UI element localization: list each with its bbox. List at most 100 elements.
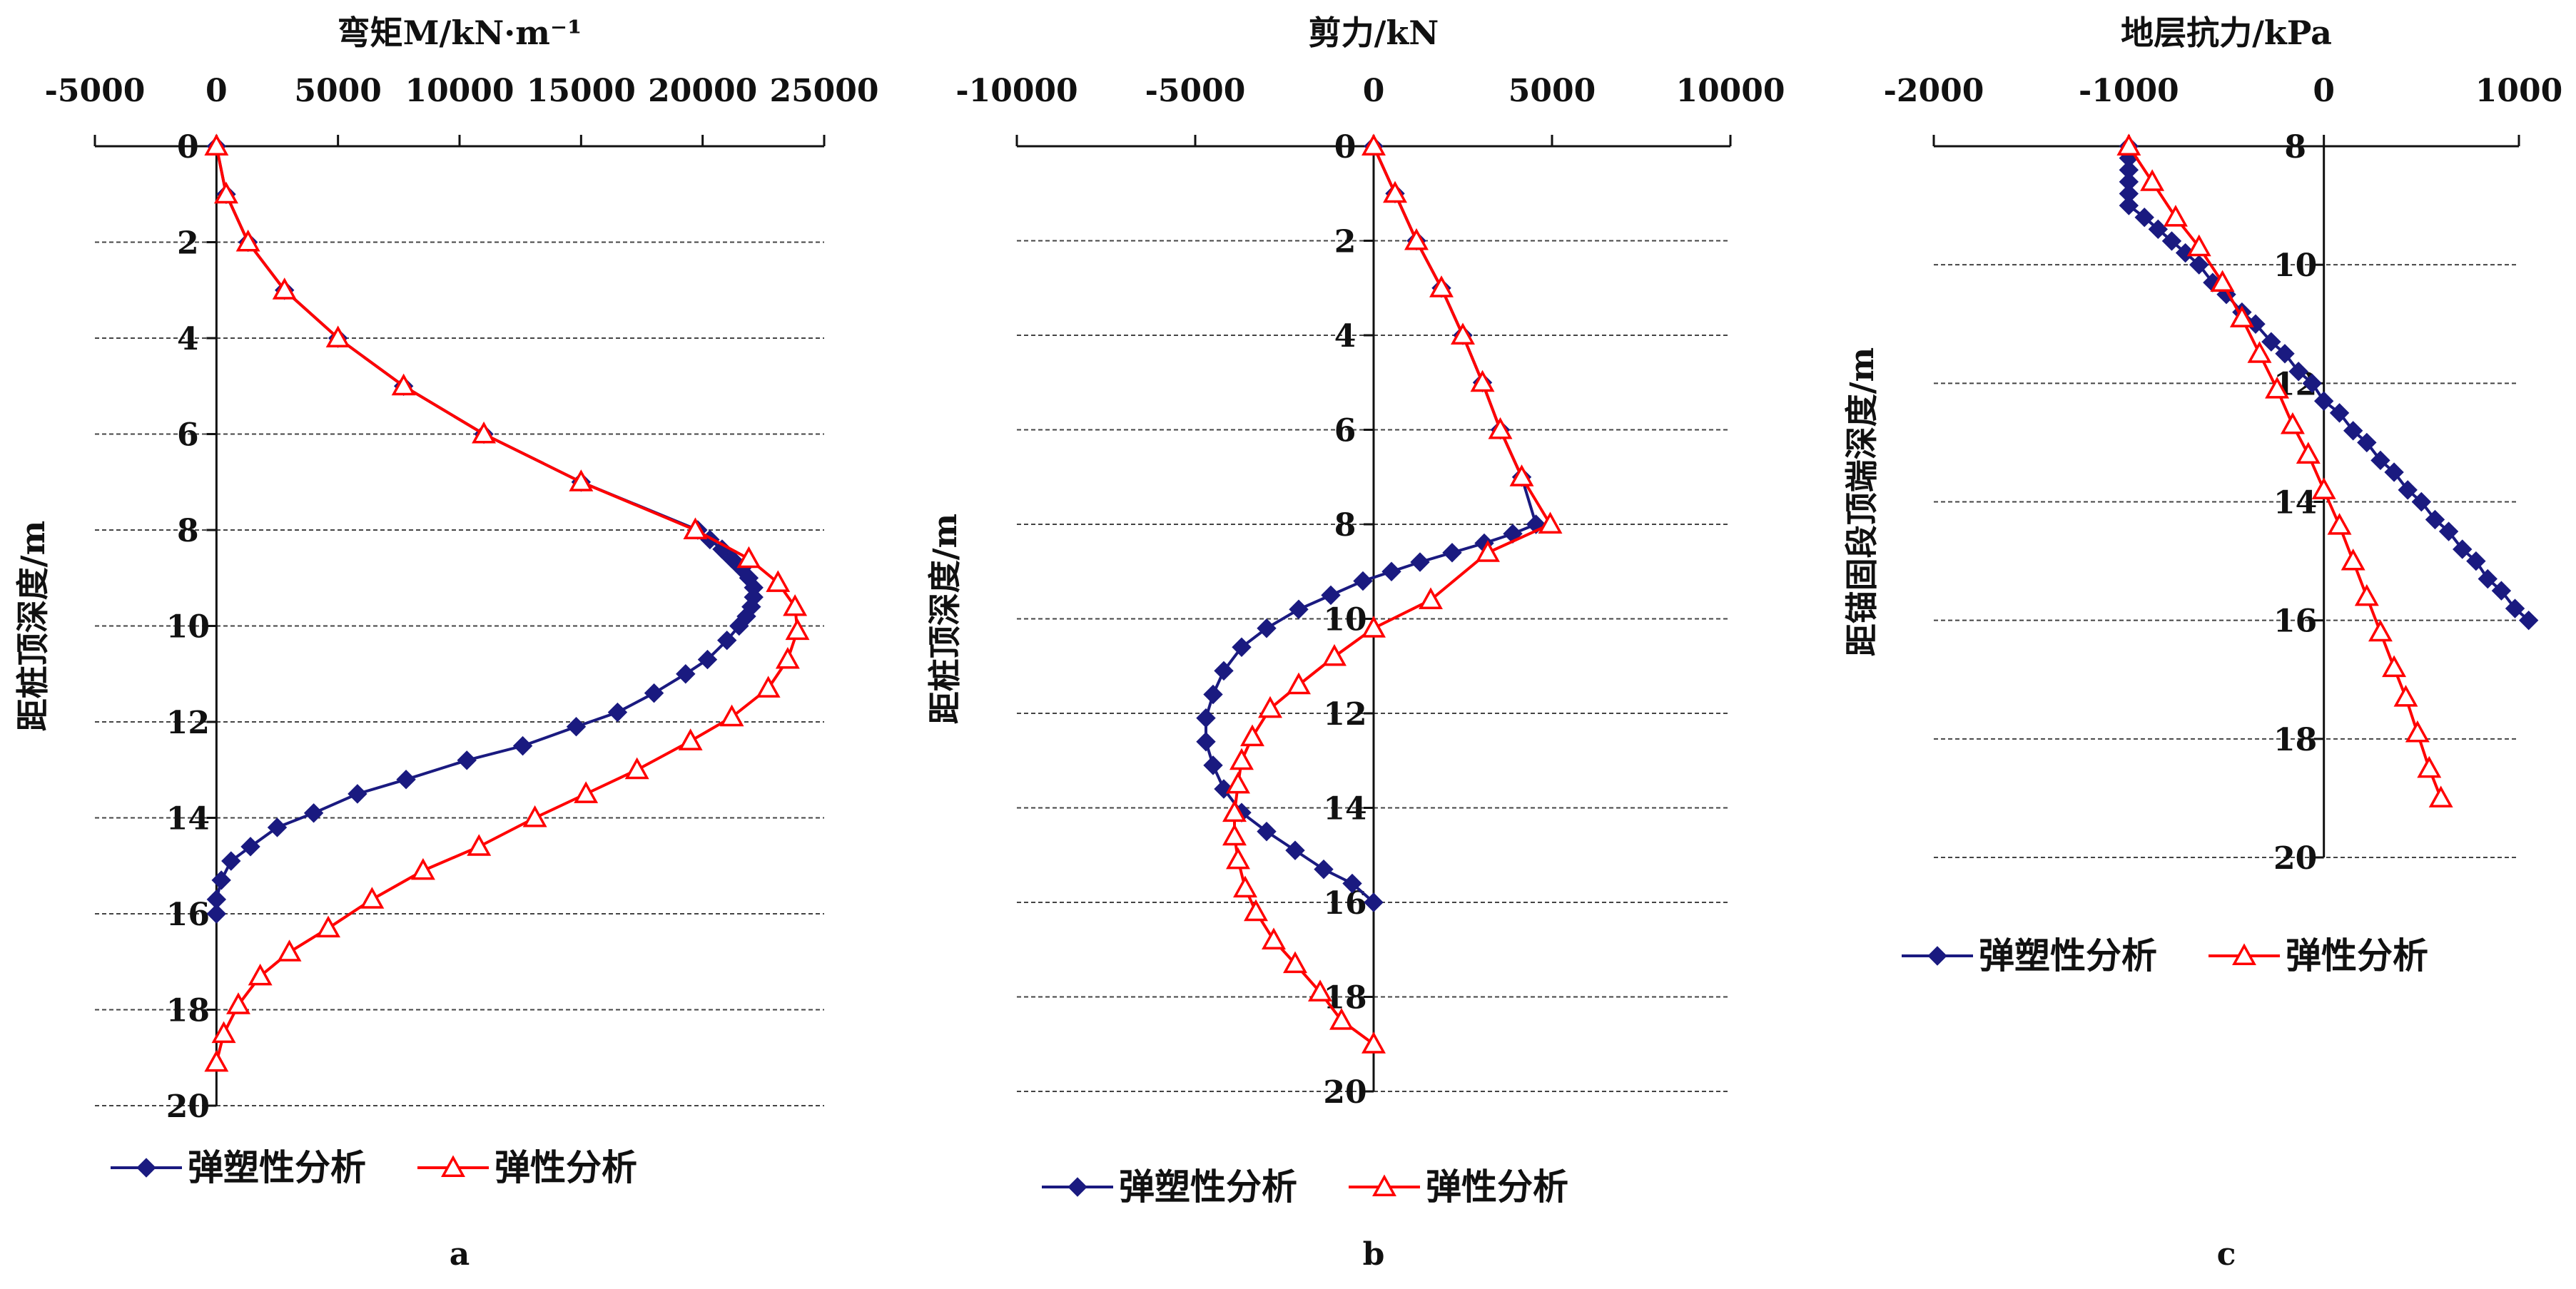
data-point-triangle xyxy=(756,676,781,698)
legend-item: 弹塑性分析 xyxy=(1902,934,2157,977)
legend-item: 弹性分析 xyxy=(1349,1166,1568,1208)
data-point-diamond xyxy=(1410,552,1430,572)
legend: 弹塑性分析 弹性分析 xyxy=(1042,1166,1568,1208)
data-point-triangle xyxy=(1322,643,1347,666)
data-point-diamond xyxy=(2453,539,2473,559)
data-point-diamond xyxy=(1196,732,1216,752)
data-point-triangle xyxy=(2417,755,2442,778)
data-point-triangle xyxy=(1229,748,1254,770)
legend: 弹塑性分析 弹性分析 xyxy=(111,1146,637,1188)
data-point-diamond xyxy=(1257,618,1277,638)
y-tick-label: 18 xyxy=(2273,722,2317,758)
data-point-diamond xyxy=(211,870,231,890)
data-point-triangle xyxy=(1329,1008,1354,1030)
data-point-triangle xyxy=(1308,979,1332,1002)
data-point-triangle xyxy=(2163,205,2188,227)
data-point-triangle xyxy=(1361,1031,1386,1054)
data-point-triangle xyxy=(1283,951,1307,974)
series-elastic xyxy=(204,133,810,1072)
series-line xyxy=(1233,146,1553,1046)
data-point-diamond xyxy=(2384,462,2404,482)
data-point-triangle xyxy=(736,546,761,569)
data-point-triangle xyxy=(678,728,703,750)
data-point-triangle xyxy=(775,646,800,669)
series-elastoplastic xyxy=(2119,136,2539,631)
data-point-triangle xyxy=(2265,377,2290,399)
x-tick-label: 25000 xyxy=(769,73,878,109)
x-axis-title: 弯矩M/kN·m⁻¹ xyxy=(338,14,582,52)
data-point-triangle xyxy=(1226,847,1250,870)
data-point-triangle xyxy=(2382,655,2407,678)
data-point-triangle xyxy=(1244,899,1268,922)
data-point-triangle xyxy=(2393,685,2418,707)
data-point-triangle xyxy=(785,618,810,641)
y-tick-label: 2 xyxy=(177,225,199,262)
x-tick-label: 0 xyxy=(206,73,228,109)
x-tick-label: 15000 xyxy=(527,73,636,109)
data-point-diamond xyxy=(566,717,587,737)
chart-panel-a: -5000 0 5000 10000 15000 20000 25000 0 2 4 6 8 10 12 1… xyxy=(14,14,879,1273)
y-tick-label: 14 xyxy=(2273,485,2317,521)
data-point-triangle xyxy=(1383,180,1407,203)
x-tick-label: 5000 xyxy=(1508,73,1596,109)
y-tick-label: 4 xyxy=(177,321,199,357)
data-point-triangle xyxy=(1226,771,1250,794)
data-point-diamond xyxy=(2119,195,2139,215)
data-point-triangle xyxy=(1361,616,1386,638)
data-point-diamond xyxy=(717,630,737,651)
data-point-diamond xyxy=(1232,637,1252,657)
legend-label: 弹塑性分析 xyxy=(1119,1166,1297,1208)
y-tick-label: 20 xyxy=(166,1089,210,1125)
x-tick-label: 10000 xyxy=(1675,73,1785,109)
x-tick-label: 1000 xyxy=(2475,73,2562,109)
data-point-triangle xyxy=(683,517,708,539)
data-point-diamond xyxy=(2261,332,2281,352)
data-point-diamond xyxy=(2505,598,2525,618)
data-point-diamond xyxy=(2302,373,2322,394)
data-point-diamond xyxy=(1289,599,1309,619)
y-axis-title: 距桩顶深度/m xyxy=(14,521,52,731)
y-tick-label: 14 xyxy=(166,801,210,837)
data-point-triangle xyxy=(2280,412,2305,434)
data-point-triangle xyxy=(522,805,547,827)
data-point-diamond xyxy=(644,683,664,703)
y-tick-label: 18 xyxy=(166,993,210,1029)
data-point-diamond xyxy=(2466,551,2486,571)
x-tick-label: 5000 xyxy=(294,73,381,109)
data-point-triangle xyxy=(2140,169,2165,191)
data-point-triangle xyxy=(1429,275,1454,297)
data-point-triangle xyxy=(1538,511,1563,534)
data-point-triangle xyxy=(1509,464,1534,486)
legend-marker xyxy=(1068,1177,1087,1197)
data-point-diamond xyxy=(1203,755,1223,775)
y-tick-label: 4 xyxy=(1334,318,1357,355)
data-point-diamond xyxy=(2438,521,2459,541)
y-tick-label: 8 xyxy=(177,513,199,549)
data-point-triangle xyxy=(248,963,273,986)
legend-marker xyxy=(1372,1174,1396,1196)
data-point-triangle xyxy=(410,857,435,880)
data-point-triangle xyxy=(1233,875,1257,898)
x-tick-label: -1000 xyxy=(2079,73,2179,109)
data-point-triangle xyxy=(766,570,791,592)
data-point-diamond xyxy=(2161,231,2182,251)
data-point-triangle xyxy=(2341,548,2365,571)
data-point-triangle xyxy=(574,781,599,803)
series-elastic xyxy=(2116,133,2453,807)
data-point-diamond xyxy=(1364,892,1384,912)
legend: 弹塑性分析 弹性分析 xyxy=(1902,934,2428,977)
x-tick-label: -5000 xyxy=(45,73,146,109)
data-point-triangle xyxy=(719,704,744,727)
data-point-triangle xyxy=(2296,442,2321,464)
data-point-triangle xyxy=(1287,672,1311,695)
panel-label: a xyxy=(450,1236,470,1273)
data-point-triangle xyxy=(1451,322,1475,345)
data-point-diamond xyxy=(1196,708,1216,728)
legend-marker xyxy=(2232,943,2256,965)
data-point-triangle xyxy=(2210,270,2235,292)
data-point-diamond xyxy=(2370,450,2390,471)
y-tick-label: 16 xyxy=(2273,603,2317,640)
y-tick-label: 0 xyxy=(177,129,199,165)
data-point-triangle xyxy=(569,469,594,491)
y-tick-label: 8 xyxy=(1334,507,1357,544)
